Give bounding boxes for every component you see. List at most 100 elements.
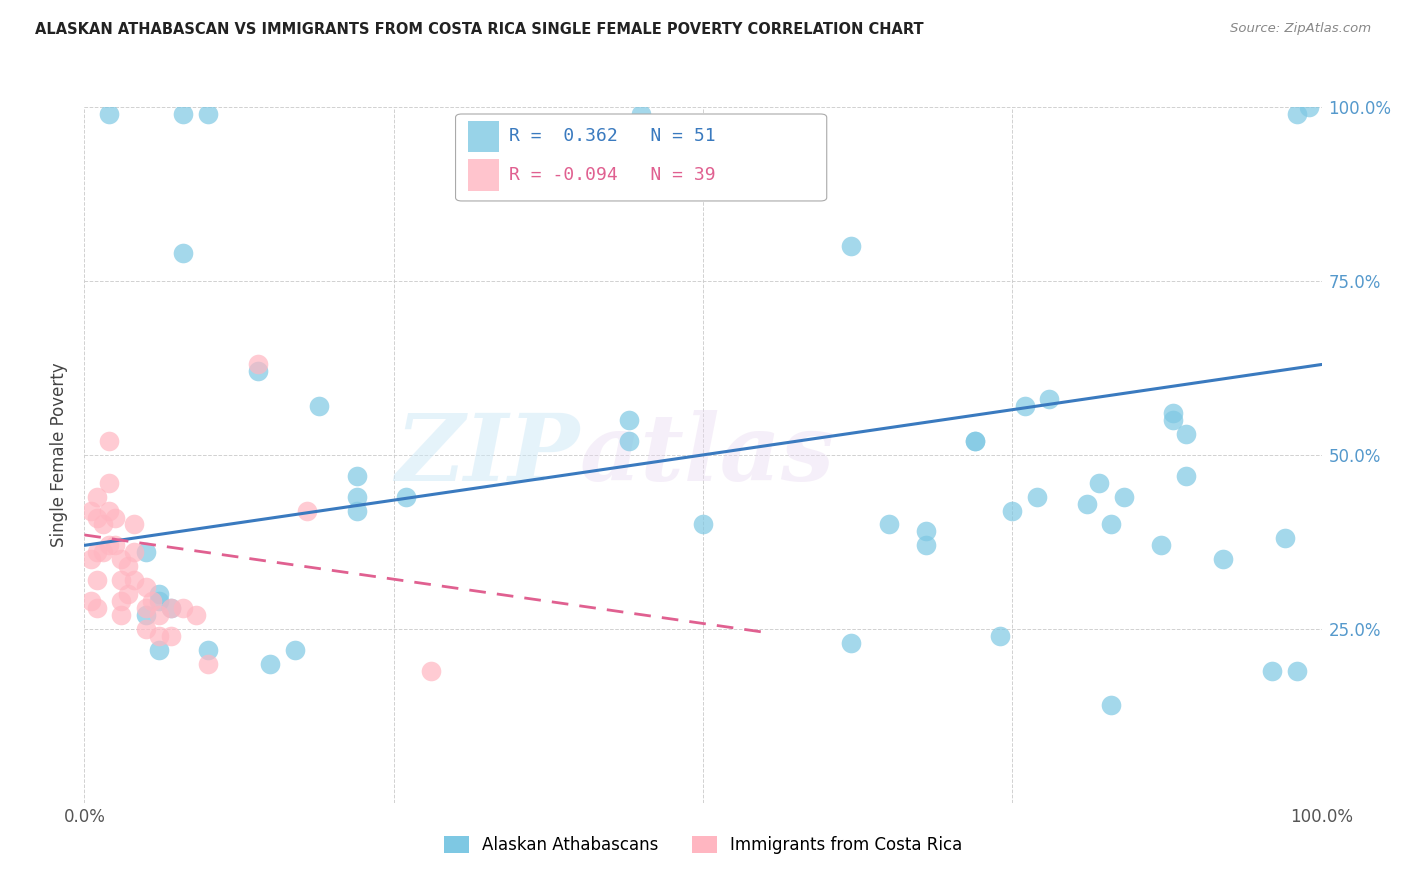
Text: ZIP: ZIP [395, 410, 579, 500]
FancyBboxPatch shape [468, 121, 499, 153]
Point [172, 246, 194, 260]
Point [419, 664, 441, 678]
Point [135, 580, 157, 594]
Point [246, 358, 269, 372]
Point [160, 601, 183, 615]
Point [346, 503, 368, 517]
Point [346, 468, 368, 483]
Point [79, 594, 101, 608]
Point [965, 434, 987, 448]
Point [1001, 503, 1024, 517]
Point [1161, 406, 1184, 420]
Point [104, 510, 127, 524]
Point [91, 545, 114, 559]
Point [1099, 517, 1122, 532]
Point [148, 587, 170, 601]
Point [246, 364, 269, 378]
Point [110, 552, 132, 566]
Point [98, 107, 121, 121]
Point [160, 601, 183, 615]
Point [295, 503, 318, 517]
Point [135, 601, 157, 615]
Point [914, 524, 936, 539]
Text: R =  0.362   N = 51: R = 0.362 N = 51 [509, 128, 716, 145]
Point [914, 538, 936, 552]
Point [148, 642, 170, 657]
Point [148, 594, 170, 608]
Point [346, 490, 368, 504]
Point [197, 642, 219, 657]
Point [148, 607, 170, 622]
Point [1112, 490, 1135, 504]
Point [110, 573, 132, 587]
Point [172, 107, 194, 121]
Point [86, 601, 108, 615]
Text: R = -0.094   N = 39: R = -0.094 N = 39 [509, 166, 716, 184]
Point [1261, 664, 1284, 678]
Text: atlas: atlas [579, 410, 835, 500]
Point [98, 538, 121, 552]
Point [184, 607, 207, 622]
Point [135, 622, 157, 636]
Point [135, 607, 157, 622]
Point [1274, 532, 1296, 546]
Point [122, 573, 145, 587]
Point [86, 573, 108, 587]
Point [79, 503, 101, 517]
Point [172, 601, 194, 615]
Point [86, 490, 108, 504]
Point [1285, 107, 1308, 121]
Point [79, 552, 101, 566]
Point [284, 642, 307, 657]
Point [617, 434, 640, 448]
Point [110, 607, 132, 622]
Point [1099, 698, 1122, 713]
Point [1014, 399, 1036, 413]
Point [1150, 538, 1173, 552]
Point [197, 657, 219, 671]
FancyBboxPatch shape [468, 159, 499, 191]
Legend: Alaskan Athabascans, Immigrants from Costa Rica: Alaskan Athabascans, Immigrants from Cos… [437, 829, 969, 861]
Point [1026, 490, 1049, 504]
Point [135, 545, 157, 559]
Point [395, 490, 418, 504]
Point [1088, 475, 1111, 490]
Point [117, 559, 139, 574]
Point [160, 629, 183, 643]
Point [86, 545, 108, 559]
Y-axis label: Single Female Poverty: Single Female Poverty [51, 363, 69, 547]
Point [841, 636, 863, 650]
Point [1174, 427, 1197, 442]
Point [122, 517, 145, 532]
Point [98, 434, 121, 448]
Point [692, 517, 714, 532]
Point [141, 594, 163, 608]
Point [98, 475, 121, 490]
Point [259, 657, 281, 671]
Point [1076, 497, 1098, 511]
Point [965, 434, 987, 448]
Point [86, 510, 108, 524]
Point [117, 587, 139, 601]
Point [91, 517, 114, 532]
Point [148, 629, 170, 643]
Point [1174, 468, 1197, 483]
Point [841, 239, 863, 253]
Point [988, 629, 1011, 643]
Point [1285, 664, 1308, 678]
Point [197, 107, 219, 121]
Point [1038, 392, 1060, 407]
Point [98, 503, 121, 517]
Point [1298, 100, 1320, 114]
Point [1161, 413, 1184, 427]
Point [110, 594, 132, 608]
Text: Source: ZipAtlas.com: Source: ZipAtlas.com [1230, 22, 1371, 36]
FancyBboxPatch shape [456, 114, 827, 201]
Text: ALASKAN ATHABASCAN VS IMMIGRANTS FROM COSTA RICA SINGLE FEMALE POVERTY CORRELATI: ALASKAN ATHABASCAN VS IMMIGRANTS FROM CO… [35, 22, 924, 37]
Point [877, 517, 900, 532]
Point [104, 538, 127, 552]
Point [630, 107, 652, 121]
Point [1212, 552, 1234, 566]
Point [617, 413, 640, 427]
Point [308, 399, 330, 413]
